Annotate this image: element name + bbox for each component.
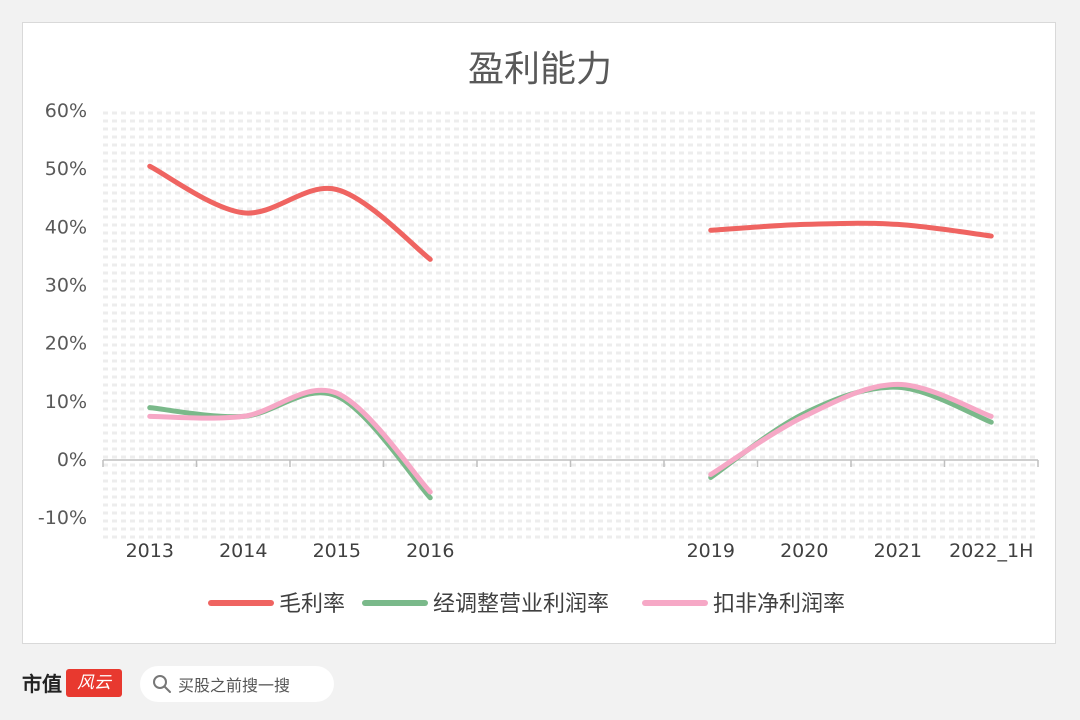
- series-line-3: [147, 387, 433, 495]
- x-tick-label: 2020: [780, 540, 828, 562]
- y-tick-label: -10%: [38, 507, 87, 529]
- search-icon: [153, 675, 171, 693]
- chart-card: 盈利能力 60% 50% 40% 30% 20% 10% 0% -10% 2013 2014 2015…: [22, 22, 1056, 644]
- legend-label-1: 毛利率: [279, 592, 345, 617]
- brand-text: 市值: [22, 672, 62, 696]
- y-tick-label: 40%: [45, 216, 87, 238]
- y-tick-label: 10%: [45, 391, 87, 413]
- x-tick-label: 2019: [687, 540, 735, 562]
- search-box[interactable]: 买股之前搜一搜: [140, 666, 334, 702]
- x-tick-label: 2022_1H: [949, 540, 1033, 562]
- y-tick-label: 30%: [45, 275, 87, 297]
- x-tick-label: 2014: [219, 540, 267, 562]
- brand-logo[interactable]: 市值 风云: [22, 668, 122, 697]
- x-tick-label: 2021: [874, 540, 922, 562]
- series-line-1: [708, 220, 994, 239]
- series-line-3: [708, 381, 994, 478]
- legend-label-2: 经调整营业利润率: [433, 592, 609, 617]
- x-tick-label: 2013: [126, 540, 174, 562]
- search-placeholder: 买股之前搜一搜: [178, 676, 291, 695]
- brand-seal: 风云: [66, 668, 122, 697]
- legend-label-3: 扣非净利润率: [713, 592, 845, 617]
- x-tick-label: 2016: [406, 540, 454, 562]
- series-line-2: [147, 390, 433, 501]
- y-tick-label: 0%: [57, 449, 87, 471]
- x-tick-label: 2015: [313, 540, 361, 562]
- y-tick-label: 60%: [45, 100, 87, 122]
- footer-bar: 市值 风云 买股之前搜一搜: [0, 652, 1080, 720]
- y-tick-label: 20%: [45, 333, 87, 355]
- y-tick-label: 50%: [45, 158, 87, 180]
- chart-svg: 盈利能力 60% 50% 40% 30% 20% 10% 0% -10% 2013 2014 2015…: [38, 49, 1039, 617]
- series-line-1: [147, 163, 433, 262]
- chart-title: 盈利能力: [468, 49, 612, 90]
